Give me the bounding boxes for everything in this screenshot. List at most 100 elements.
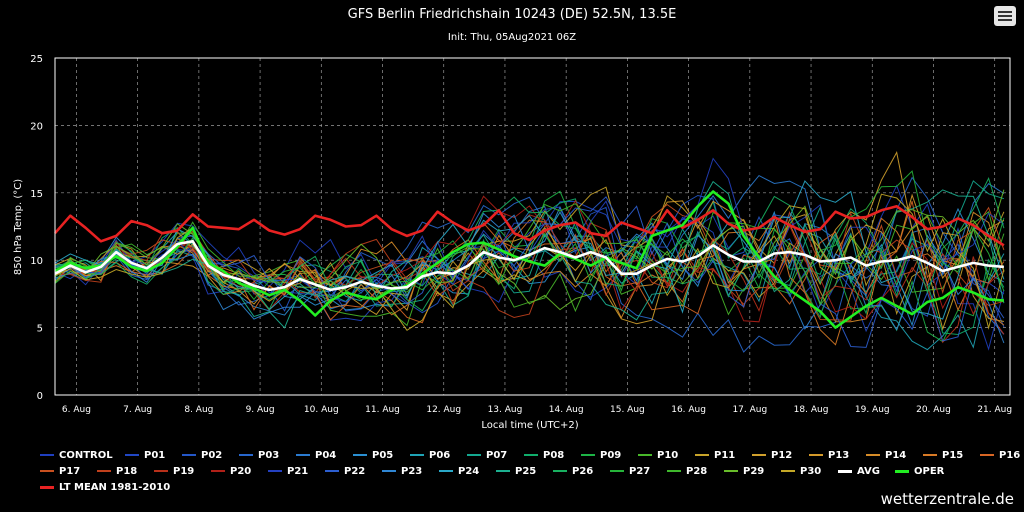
legend-label: P15 [942,449,964,461]
legend-item-p24[interactable]: P24 [439,466,496,477]
legend-label: P25 [515,465,537,477]
legend-label: P30 [800,465,822,477]
legend-label: P12 [771,449,793,461]
legend-swatch [125,454,139,456]
legend-label: P23 [401,465,423,477]
legend-item-control[interactable]: CONTROL [40,450,125,461]
series-line-p22 [54,196,1005,348]
series-line-p28 [54,203,1005,306]
legend-swatch [923,454,937,456]
legend-item-p05[interactable]: P05 [353,450,410,461]
hamburger-menu-icon[interactable] [994,6,1016,26]
legend-swatch [610,470,624,472]
legend-label: P18 [116,465,138,477]
y-tick-label: 5 [37,324,43,335]
legend-swatch [695,454,709,456]
legend-label: P04 [315,449,337,461]
legend-item-p30[interactable]: P30 [781,466,838,477]
legend-label: P03 [258,449,280,461]
legend-label: P11 [714,449,736,461]
legend-label: CONTROL [59,449,113,461]
legend-item-p29[interactable]: P29 [724,466,781,477]
x-tick-label: 11. Aug [365,405,400,415]
legend-item-p06[interactable]: P06 [410,450,467,461]
legend-swatch [781,470,795,472]
legend-swatch [866,454,880,456]
legend-item-p10[interactable]: P10 [638,450,695,461]
legend-item-p22[interactable]: P22 [325,466,382,477]
y-tick-label: 25 [30,54,43,65]
legend-item-p11[interactable]: P11 [695,450,752,461]
legend-swatch [410,454,424,456]
legend-label: P07 [486,449,508,461]
legend-label: P13 [828,449,850,461]
legend-label: P19 [173,465,195,477]
series-line-p21 [54,157,1005,303]
legend-label: P24 [458,465,480,477]
legend-item-p14[interactable]: P14 [866,450,923,461]
legend-item-p15[interactable]: P15 [923,450,980,461]
legend-item-p04[interactable]: P04 [296,450,353,461]
chart-legend: CONTROL P01 P02 P03 P04 P05 P06 P07 P08 P09 P10 P11… [40,447,1020,495]
legend-swatch [838,469,852,473]
legend-item-p07[interactable]: P07 [467,450,524,461]
x-tick-label: 19. Aug [855,405,890,415]
x-tick-label: 16. Aug [671,405,706,415]
legend-item-p16[interactable]: P16 [980,450,1024,461]
legend-swatch [40,485,54,489]
legend-item-p17[interactable]: P17 [40,466,97,477]
chart-title: GFS Berlin Friedrichshain 10243 (DE) 52.… [348,7,677,22]
x-tick-label: 7. Aug [123,405,152,415]
legend-swatch [40,470,54,472]
legend-item-oper[interactable]: OPER [895,466,952,477]
x-tick-label: 13. Aug [488,405,523,415]
legend-item-p26[interactable]: P26 [553,466,610,477]
legend-item-p13[interactable]: P13 [809,450,866,461]
series-line-lt-mean-1981-2010 [54,205,1005,247]
legend-swatch [211,470,225,472]
legend-swatch [724,470,738,472]
legend-item-p27[interactable]: P27 [610,466,667,477]
legend-label: P26 [572,465,594,477]
legend-swatch [382,470,396,472]
legend-item-lt-mean-1981-2010[interactable]: LT MEAN 1981-2010 [40,482,180,493]
legend-item-p02[interactable]: P02 [182,450,239,461]
legend-swatch [182,454,196,456]
legend-item-p03[interactable]: P03 [239,450,296,461]
legend-swatch [667,470,681,472]
legend-label: P17 [59,465,81,477]
legend-swatch [40,454,54,456]
legend-label: P08 [543,449,565,461]
legend-item-p01[interactable]: P01 [125,450,182,461]
legend-label: LT MEAN 1981-2010 [59,481,171,493]
x-tick-label: 18. Aug [794,405,829,415]
legend-swatch [353,454,367,456]
series-line-p03 [54,176,1005,353]
x-tick-label: 12. Aug [426,405,461,415]
legend-label: P20 [230,465,252,477]
legend-swatch [239,454,253,456]
legend-item-p09[interactable]: P09 [581,450,638,461]
legend-swatch [325,470,339,472]
legend-item-p19[interactable]: P19 [154,466,211,477]
legend-item-p21[interactable]: P21 [268,466,325,477]
x-axis-label: Local time (UTC+2) [481,420,578,431]
legend-item-p25[interactable]: P25 [496,466,553,477]
legend-item-p23[interactable]: P23 [382,466,439,477]
series-line-oper [54,190,1005,329]
legend-item-p28[interactable]: P28 [667,466,724,477]
legend-item-p18[interactable]: P18 [97,466,154,477]
legend-item-avg[interactable]: AVG [838,466,895,477]
legend-label: P02 [201,449,223,461]
legend-item-p12[interactable]: P12 [752,450,809,461]
legend-label: P05 [372,449,394,461]
series-line-p26 [54,177,1005,315]
legend-item-p20[interactable]: P20 [211,466,268,477]
legend-label: P06 [429,449,451,461]
legend-swatch [496,470,510,472]
legend-item-p08[interactable]: P08 [524,450,581,461]
x-tick-label: 9. Aug [246,405,275,415]
series-line-p23 [54,206,1005,344]
legend-label: AVG [857,465,881,477]
legend-row: CONTROL P01 P02 P03 P04 P05 P06 P07 P08 P09 P10 P11… [40,447,1020,463]
